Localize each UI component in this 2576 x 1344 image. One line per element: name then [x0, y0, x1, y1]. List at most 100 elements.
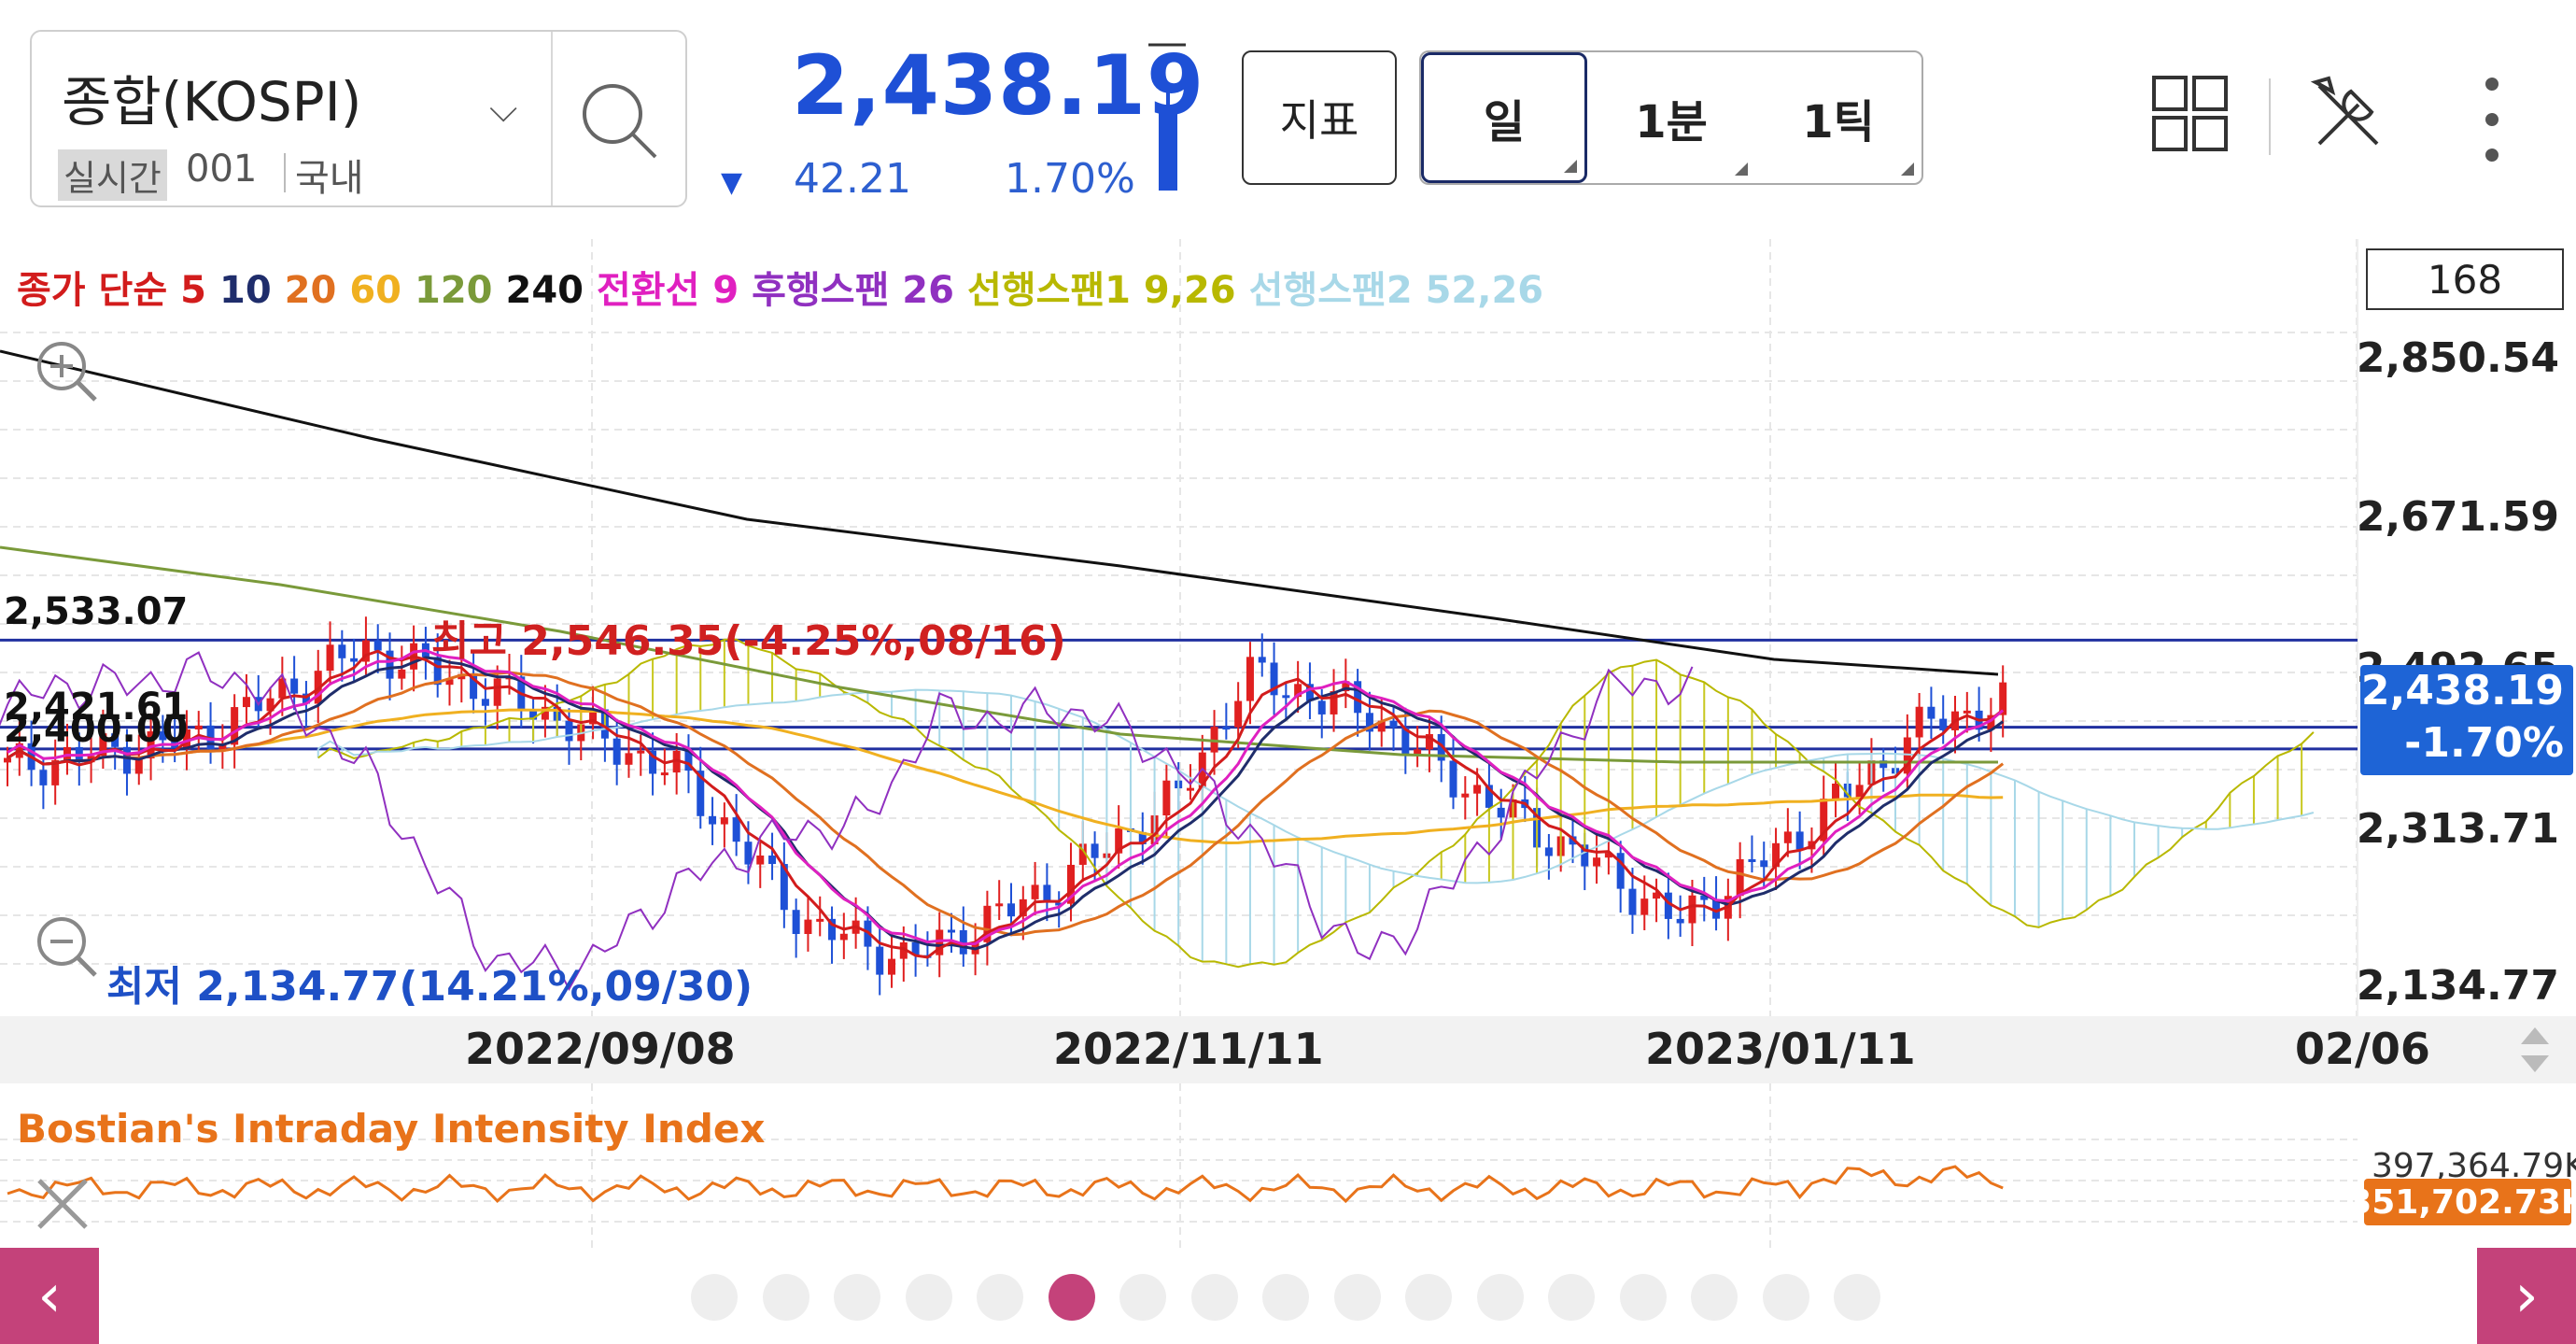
more-vertical-icon[interactable] — [2478, 75, 2506, 164]
page-dot[interactable] — [977, 1274, 1023, 1321]
x-axis — [0, 1016, 2576, 1083]
page-dot[interactable] — [1262, 1274, 1309, 1321]
page-dot[interactable] — [1048, 1274, 1095, 1321]
candle-body — [1664, 892, 1672, 919]
page-dot[interactable] — [1190, 1274, 1238, 1321]
indicator-button[interactable]: 지표 — [1242, 50, 1397, 185]
prev-page-button[interactable]: ‹ — [0, 1248, 99, 1344]
page-dot[interactable] — [1476, 1274, 1524, 1321]
candle-body — [1354, 681, 1362, 714]
period-label: 일 — [1483, 96, 1526, 149]
candle-body — [493, 678, 501, 706]
page-dot[interactable] — [691, 1274, 738, 1321]
next-page-button[interactable]: › — [2477, 1248, 2576, 1344]
legend-item: 선행스팬2 52,26 — [1248, 269, 1544, 312]
candle-body — [1544, 847, 1553, 856]
legend-item: 120 — [415, 269, 493, 312]
scroll-updown-icon[interactable] — [2512, 1020, 2558, 1080]
candle-body — [1903, 737, 1911, 774]
candle-body — [768, 856, 777, 865]
candle-body — [529, 709, 538, 720]
ma120-line — [0, 545, 1998, 764]
page-dot[interactable] — [1619, 1274, 1667, 1321]
candle-body — [816, 918, 824, 922]
candle-body — [1653, 892, 1661, 899]
close-icon[interactable] — [32, 1173, 93, 1235]
period-label: 1분 — [1635, 96, 1708, 149]
period-label: 1틱 — [1802, 96, 1875, 149]
page-dot[interactable] — [834, 1274, 880, 1321]
layout-grid-icon[interactable] — [2151, 75, 2230, 153]
zoom-in-icon[interactable] — [28, 332, 103, 407]
candle-body — [266, 698, 274, 712]
candle-body — [1795, 831, 1804, 850]
page-dot[interactable] — [1834, 1274, 1880, 1321]
symbol-selector[interactable]: 종합(KOSPI) ⌵ 실시간 001 국내 — [30, 30, 687, 207]
page-dot[interactable] — [905, 1274, 952, 1321]
candle-body — [1855, 785, 1864, 798]
candle-body — [386, 650, 394, 679]
candle-body — [1640, 898, 1649, 915]
candle-body — [936, 929, 944, 955]
candle-body — [1760, 860, 1768, 868]
page-dot[interactable] — [1548, 1274, 1595, 1321]
conversion-line — [7, 648, 2005, 946]
period-day-button[interactable]: 일 — [1421, 52, 1587, 183]
candle-body — [1246, 657, 1254, 701]
page-dot[interactable] — [762, 1274, 809, 1321]
page-dot[interactable] — [1691, 1274, 1738, 1321]
period-1tick-button[interactable]: 1틱 — [1755, 52, 1921, 183]
candle-body — [876, 946, 884, 975]
hline-label: 2,421.61 — [4, 686, 189, 729]
candle-body — [672, 750, 681, 773]
current-price-tag: 2,438.19 -1.70% — [2360, 665, 2573, 775]
search-button[interactable] — [555, 32, 685, 205]
candle-body — [1055, 902, 1063, 906]
price-change: 42.21 — [794, 155, 911, 203]
candle-body — [457, 673, 466, 680]
candle-body — [1043, 884, 1051, 903]
zoom-out-icon[interactable] — [28, 908, 103, 983]
ma240-line — [0, 349, 1999, 676]
candle-body — [1186, 787, 1194, 791]
candle-body — [1628, 888, 1637, 915]
candle-body — [147, 731, 155, 759]
candle-body — [1389, 720, 1398, 728]
page-dot[interactable] — [1119, 1274, 1166, 1321]
candle-body — [278, 678, 287, 699]
candle-body — [1091, 843, 1099, 858]
x-axis-label: 2023/01/11 — [1645, 1024, 1916, 1074]
page-dot[interactable] — [1762, 1274, 1809, 1321]
candle-body — [1294, 684, 1302, 698]
candle-body — [839, 933, 848, 941]
indicator-chart[interactable] — [0, 1083, 2576, 1248]
candle-body — [899, 941, 908, 959]
indicator-value-tag: 351,702.73K — [2348, 1179, 2576, 1225]
candle-body — [1282, 695, 1290, 699]
candle-body — [1473, 785, 1482, 794]
candle-body — [1066, 864, 1075, 904]
candle-body — [637, 750, 645, 754]
chevron-down-icon[interactable]: ⌵ — [489, 88, 518, 131]
candle-body — [302, 693, 310, 704]
current-price: 2,438.19 — [792, 37, 1205, 134]
candle-body — [744, 842, 753, 865]
candle-body — [1581, 844, 1589, 867]
candle-body — [1688, 895, 1696, 924]
legend-item: 전환선 9 — [597, 269, 739, 312]
page-dot[interactable] — [1405, 1274, 1452, 1321]
span1-line — [317, 638, 2315, 969]
tools-icon[interactable] — [2306, 73, 2390, 157]
x-axis-label: 2022/11/11 — [1053, 1024, 1324, 1074]
price-chart[interactable] — [0, 239, 2576, 1016]
legend-item: 선행스팬1 9,26 — [966, 269, 1236, 312]
period-1min-button[interactable]: 1분 — [1587, 52, 1755, 183]
candle-body — [1736, 858, 1744, 897]
candle-body — [649, 750, 657, 774]
visible-count[interactable]: 168 — [2366, 248, 2564, 310]
candle-body — [589, 709, 598, 725]
page-navigator: ‹ › — [0, 1248, 2576, 1344]
ma5-line — [7, 649, 2005, 959]
page-dot[interactable] — [1333, 1274, 1381, 1321]
mini-candle-icon — [1148, 43, 1186, 191]
